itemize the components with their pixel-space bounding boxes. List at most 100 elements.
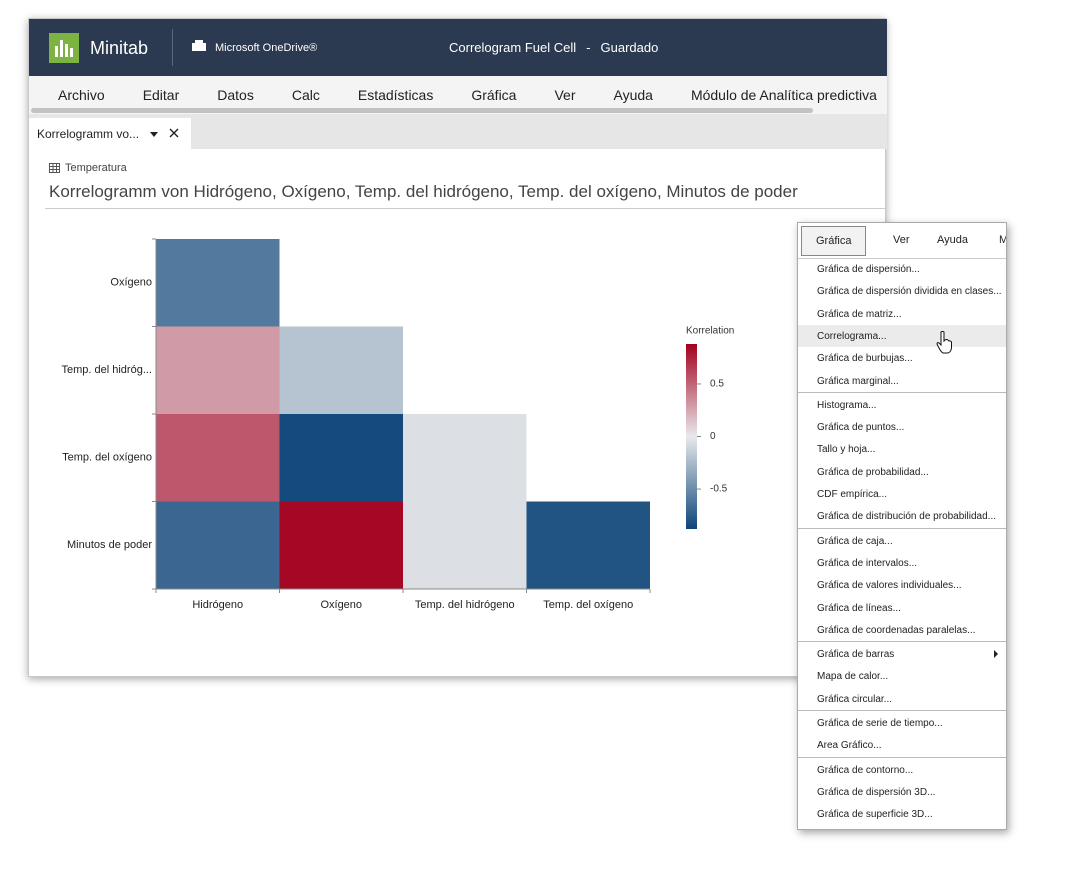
menu-separator (798, 710, 1006, 711)
menu-option[interactable]: Gráfica de dispersión dividida en clases… (798, 280, 1006, 302)
heat-cell (279, 326, 403, 414)
colorbar-tick-label: 0.5 (710, 379, 724, 390)
menu-separator (798, 756, 1006, 758)
menu-option[interactable]: Gráfica marginal... (798, 370, 1006, 392)
menu-separator (798, 391, 1006, 393)
column-label: Temp. del hidrógeno (415, 599, 515, 611)
menu-option[interactable]: Correlograma... (798, 324, 1006, 354)
dropdown-tab[interactable]: Gráfica (801, 226, 867, 256)
menu-option-label: Gráfica de puntos... (817, 422, 905, 434)
menu-option[interactable]: Gráfica de serie de tiempo... (798, 712, 1006, 734)
menu-item[interactable]: Módulo de Analítica predictiva (690, 87, 877, 103)
menu-item[interactable]: Gráfica (471, 87, 517, 103)
menu-option-label: Gráfica de dispersión 3D... (817, 786, 936, 798)
column-label: Hidrógeno (192, 599, 243, 611)
menu-option[interactable]: Gráfica de burbujas... (798, 347, 1006, 369)
tab-label: Korrelogramm vo... (37, 127, 140, 141)
menu-option-label: CDF empírica... (817, 489, 888, 500)
column-label: Oxígeno (320, 599, 362, 611)
menu-item[interactable]: Datos (217, 87, 254, 103)
menu-option-label: Gráfica de dispersión... (817, 264, 920, 275)
menu-option-label: Gráfica de matriz... (817, 308, 902, 320)
row-label: Oxígeno (110, 277, 152, 289)
heat-cell (156, 239, 280, 327)
menu-item[interactable]: Archivo (58, 87, 105, 103)
heat-cell (279, 414, 403, 502)
row-label: Temp. del oxígeno (62, 452, 152, 464)
tab-dropdown[interactable] (149, 130, 159, 138)
menu-option-label: Gráfica de contorno... (817, 764, 914, 776)
menu-option-label: Gráfica de burbujas... (817, 353, 913, 365)
separator: - (586, 40, 591, 55)
menu-option[interactable]: Gráfica de coordenadas paralelas... (798, 619, 1006, 641)
menu-item[interactable]: Estadísticas (357, 87, 434, 103)
legend-title: Korrelation (686, 326, 734, 337)
menu-option[interactable]: Gráfica de superficie 3D... (798, 803, 1006, 825)
dropdown-tabs: Gráfica Ver Ayuda Mód (798, 223, 1006, 259)
title-rule (45, 208, 887, 209)
menu-item[interactable]: Ver (554, 87, 576, 103)
menu-option[interactable]: Gráfica de distribución de probabilidad.… (798, 505, 1006, 527)
tab-strip: Korrelogramm vo... (29, 114, 887, 149)
menu-option[interactable]: Gráfica de líneas... (798, 597, 1006, 619)
menu-option-label: Gráfica marginal... (817, 375, 899, 387)
menu-option[interactable]: Gráfica de caja... (798, 530, 1006, 552)
document-name: Correlogram Fuel Cell (449, 40, 577, 55)
menu-option-label: Gráfica de coordenadas paralelas... (817, 624, 976, 636)
menu-option[interactable]: Gráfica de matriz... (798, 303, 1006, 325)
menu-option-label: Gráfica de barras (817, 649, 895, 661)
app-name: Minitab (90, 38, 149, 58)
menu-item[interactable]: Calc (291, 87, 320, 103)
dropdown-tab[interactable]: Ver (893, 234, 910, 246)
menu-item[interactable]: Editar (142, 87, 180, 103)
title-bar: Minitab Microsoft OneDrive® Correlogram … (29, 19, 887, 76)
menu-option[interactable]: Gráfica de probabilidad... (798, 461, 1006, 483)
menu-option-label: Mapa de calor... (817, 671, 889, 683)
menu-option[interactable]: Tallo y hoja... (798, 438, 1006, 460)
dropdown-tab[interactable]: Ayuda (937, 234, 968, 246)
menu-option[interactable]: Area Gráfico... (798, 734, 1006, 756)
menu-option-label: Histograma... (817, 399, 877, 411)
colorbar-tick-label: -0.5 (710, 484, 728, 495)
menu-option-label: Gráfica de dispersión dividida en clases… (817, 286, 1002, 298)
menu-option[interactable]: Mapa de calor... (798, 665, 1006, 687)
menu-option[interactable]: Gráfica de contorno... (798, 759, 1006, 781)
menu-option-label: Gráfica circular... (817, 693, 893, 705)
menu-option[interactable]: Gráfica de dispersión... (798, 258, 1006, 280)
dropdown-tab[interactable]: Mód (985, 226, 1006, 254)
menu-option[interactable]: Histograma... (798, 394, 1006, 416)
menu-option-label: Correlograma... (817, 330, 887, 342)
table-icon (49, 163, 60, 173)
menu-option-label: Gráfica de probabilidad... (817, 466, 929, 478)
menu-option-label: Tallo y hoja... (817, 444, 876, 456)
minitab-logo (49, 33, 79, 63)
menu-option[interactable]: Gráfica de intervalos... (798, 552, 1006, 574)
menu-separator (798, 527, 1006, 529)
storage[interactable]: Microsoft OneDrive® (215, 42, 318, 54)
menu-option[interactable]: Gráfica de puntos... (798, 416, 1006, 438)
heat-cell (156, 326, 280, 414)
menu-option[interactable]: Gráfica de valores individuales... (798, 574, 1006, 596)
menu-option[interactable]: Gráfica circular... (798, 688, 1006, 710)
menu-option-label: Gráfica de superficie 3D... (817, 809, 933, 821)
menu-option[interactable]: Gráfica de barras (798, 643, 1006, 665)
menu-option[interactable]: CDF empírica... (798, 483, 1006, 505)
colorbar-tick-label: 0 (710, 431, 716, 442)
scrollbar[interactable] (31, 108, 813, 113)
heat-cell (279, 501, 403, 589)
onedrive-icon (192, 40, 206, 51)
menu-option-label: Gráfica de serie de tiempo... (817, 718, 943, 729)
tab[interactable]: Korrelogramm vo... (29, 118, 191, 149)
app-window: Minitab Microsoft OneDrive® Correlogram … (28, 18, 887, 677)
menu-option[interactable]: Gráfica de dispersión 3D... (798, 781, 1006, 803)
tab-close[interactable] (169, 128, 179, 138)
menu-option-label: Gráfica de valores individuales... (817, 580, 962, 592)
menu-bar: Archivo Editar Datos Calc Estadísticas Gráfic… (29, 76, 887, 114)
heat-cell (156, 414, 280, 502)
worksheet: Temperatura (65, 162, 127, 174)
heat-cell (156, 501, 280, 589)
menu-item[interactable]: Ayuda (613, 87, 653, 103)
hand-cursor (936, 330, 952, 354)
colorbar (686, 344, 697, 529)
